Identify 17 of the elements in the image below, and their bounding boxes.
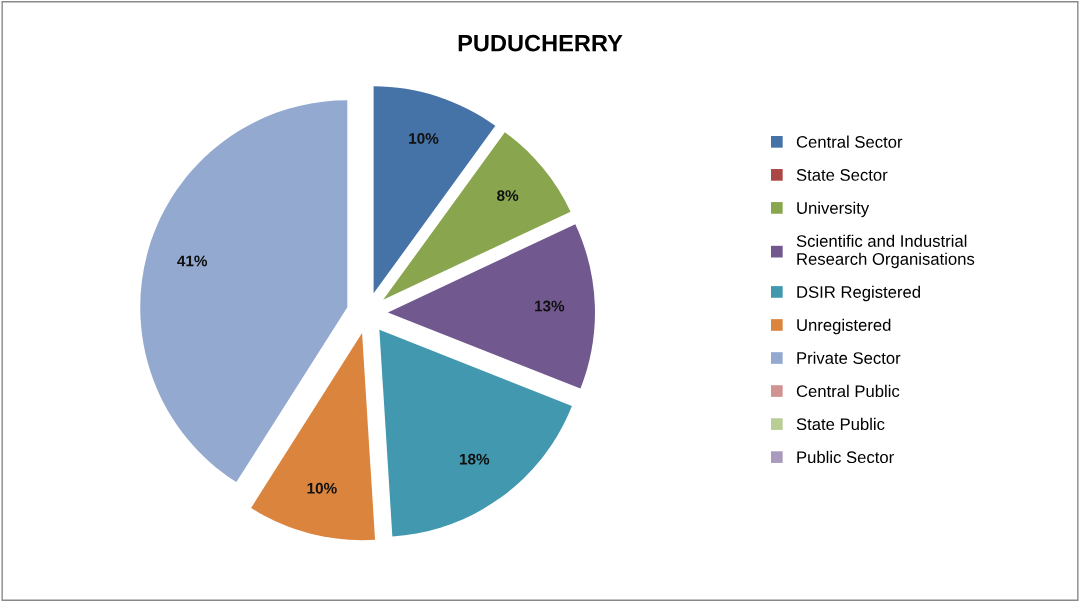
legend-label: Central Sector	[796, 135, 903, 148]
data-label: 10%	[409, 133, 439, 144]
legend-label: Scientific and Industrial Research Organisations	[796, 234, 975, 269]
legend-label: Public Sector	[797, 450, 894, 464]
data-label: 8%	[497, 190, 519, 201]
data-label: 10%	[307, 482, 337, 494]
chart-title: PUDUCHERRY	[458, 34, 623, 52]
legend-label: Private Sector	[797, 351, 901, 364]
legend-label: Unregistered	[797, 318, 891, 335]
legend-label: State Public	[796, 417, 885, 431]
legend-label: State Sector	[796, 169, 888, 181]
legend-label: University	[797, 201, 870, 218]
data-label: 41%	[177, 255, 208, 267]
legend-label: DSIR Registered	[797, 285, 920, 302]
legend-label: Central Public	[796, 384, 900, 398]
data-label: 18%	[459, 453, 490, 465]
data-label: 13%	[535, 300, 565, 312]
